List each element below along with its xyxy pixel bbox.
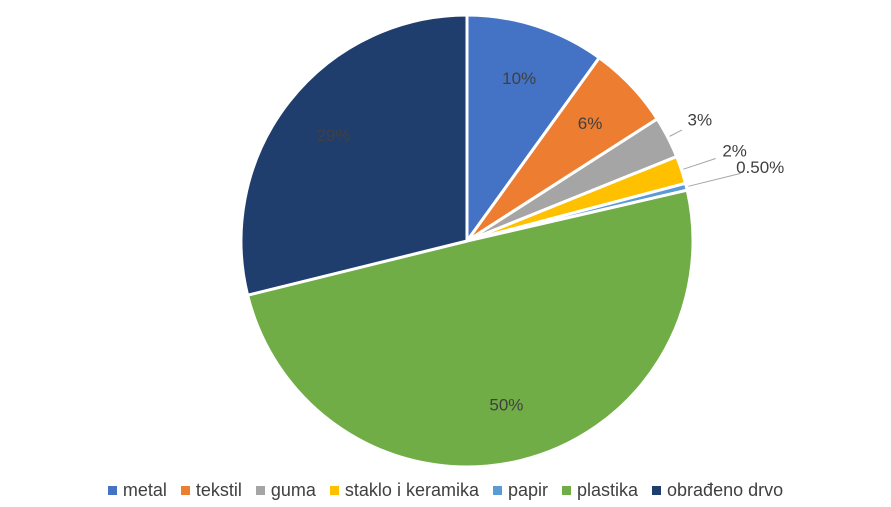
legend-swatch bbox=[562, 486, 571, 495]
legend-swatch bbox=[492, 486, 502, 495]
legend-label: plastika bbox=[577, 480, 639, 500]
data-label: 0.50% bbox=[736, 158, 784, 177]
data-label: 50% bbox=[489, 395, 523, 414]
data-label: 29% bbox=[317, 126, 351, 145]
pie-slice bbox=[465, 13, 602, 246]
data-label: 6% bbox=[578, 114, 603, 133]
legend-item: guma bbox=[255, 480, 316, 501]
legend-item: metal bbox=[107, 480, 167, 501]
legend-swatch bbox=[329, 486, 339, 495]
legend-swatch bbox=[107, 486, 117, 495]
data-label: 3% bbox=[688, 110, 713, 129]
pie-slice bbox=[239, 13, 469, 298]
legend-label: papir bbox=[507, 480, 548, 500]
legend-swatch bbox=[652, 486, 662, 495]
legend-label: tekstil bbox=[195, 480, 242, 500]
legend-swatch bbox=[255, 486, 265, 495]
legend-label: guma bbox=[270, 480, 316, 500]
legend-item: papir bbox=[492, 480, 548, 501]
pie-area: 10% 6% 3% 2%0.50% 50% 29% bbox=[239, 13, 784, 469]
leader-line bbox=[669, 129, 683, 137]
legend-label: metal bbox=[122, 480, 167, 500]
data-label: 2% bbox=[722, 142, 747, 161]
data-label: 10% bbox=[502, 69, 536, 88]
pie-slice bbox=[245, 188, 695, 469]
legend: metal tekstil guma staklo i keramika papir pl… bbox=[0, 480, 891, 501]
legend-item: obrađeno drvo bbox=[652, 480, 783, 501]
legend-item: tekstil bbox=[180, 480, 242, 501]
legend-item: plastika bbox=[562, 480, 638, 501]
legend-swatch bbox=[180, 486, 190, 495]
leader-line bbox=[688, 172, 741, 187]
legend-item: staklo i keramika bbox=[329, 480, 479, 501]
leader-line bbox=[683, 158, 716, 170]
legend-label: obrađeno drvo bbox=[667, 480, 784, 500]
legend-label: staklo i keramika bbox=[344, 480, 479, 500]
